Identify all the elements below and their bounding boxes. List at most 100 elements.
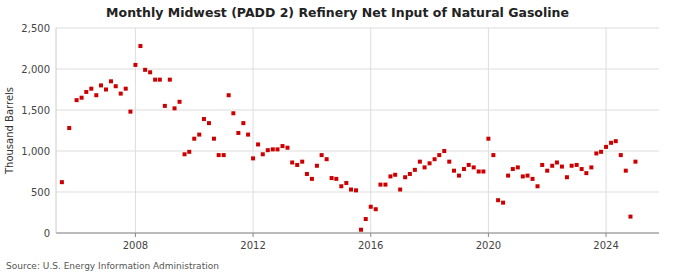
point [511,167,515,171]
point [246,133,250,137]
x-grid-line [253,28,254,233]
axes: 05001,0001,5002,0002,5002008201220162020… [21,23,659,252]
point [280,144,284,148]
point [192,137,196,141]
point [442,149,446,153]
point [374,207,378,211]
point [545,169,549,173]
y-axis-label: Thousand Barrels [4,87,15,175]
point [212,137,216,141]
point [320,153,324,157]
point [104,88,108,92]
point [241,121,245,125]
point [60,180,64,184]
point [305,172,309,176]
point [187,150,191,154]
point [501,201,505,205]
point [560,165,564,169]
point [565,175,569,179]
point [628,215,632,219]
point [383,183,387,187]
point [227,93,231,97]
point [256,142,260,146]
point [550,164,554,168]
point [624,169,628,173]
x-grid-line [606,28,607,233]
point [447,160,451,164]
point [94,93,98,97]
point [330,176,334,180]
point [418,160,422,164]
y-tick-label: 1,500 [21,105,50,116]
point [599,150,603,154]
point [604,145,608,149]
x-tick-label: 2008 [123,240,148,251]
point [138,44,142,48]
point [433,157,437,161]
point [222,153,226,157]
y-axis-line [56,28,57,233]
point [158,78,162,82]
point [540,163,544,167]
point [403,175,407,179]
point [457,174,461,178]
point [536,184,540,188]
x-tick [488,233,489,237]
point [80,96,84,100]
point [109,79,113,83]
y-grid-line [56,28,659,29]
y-tick-label: 0 [44,228,50,239]
point [344,181,348,185]
x-tick-label: 2020 [476,240,501,251]
point [168,78,172,82]
point [481,170,485,174]
point [555,160,559,164]
point [153,78,157,82]
point [114,84,118,88]
point [290,160,294,164]
point [163,104,167,108]
y-grid-line [56,233,659,234]
point [310,177,314,181]
point [452,169,456,173]
point [575,163,579,167]
x-grid-line [135,28,136,233]
point [614,139,618,143]
point [89,87,93,91]
source-note: Source: U.S. Energy Information Administ… [6,261,219,271]
points [60,44,638,232]
point [531,177,535,181]
x-tick-label: 2012 [240,240,265,251]
y-tick-label: 2,500 [21,23,50,34]
point [133,63,137,67]
point [393,173,397,177]
point [183,152,187,156]
point [334,177,338,181]
point [75,98,79,102]
point [339,184,343,188]
point [398,188,402,192]
x-tick [606,233,607,237]
x-tick [370,233,371,237]
point [349,188,353,192]
x-tick [135,233,136,237]
point [580,167,584,171]
x-grid-line [370,28,371,233]
point [99,83,103,87]
point [423,165,427,169]
y-grid-line [56,151,659,152]
point [589,165,593,169]
x-grid-line [488,28,489,233]
point [526,174,530,178]
point [364,217,368,221]
point [369,205,373,209]
point [67,126,71,130]
point [506,174,510,178]
point [236,131,240,135]
point [271,147,275,151]
point [197,133,201,137]
point [275,147,279,151]
point [462,167,466,171]
point [486,137,490,141]
point [251,156,255,160]
